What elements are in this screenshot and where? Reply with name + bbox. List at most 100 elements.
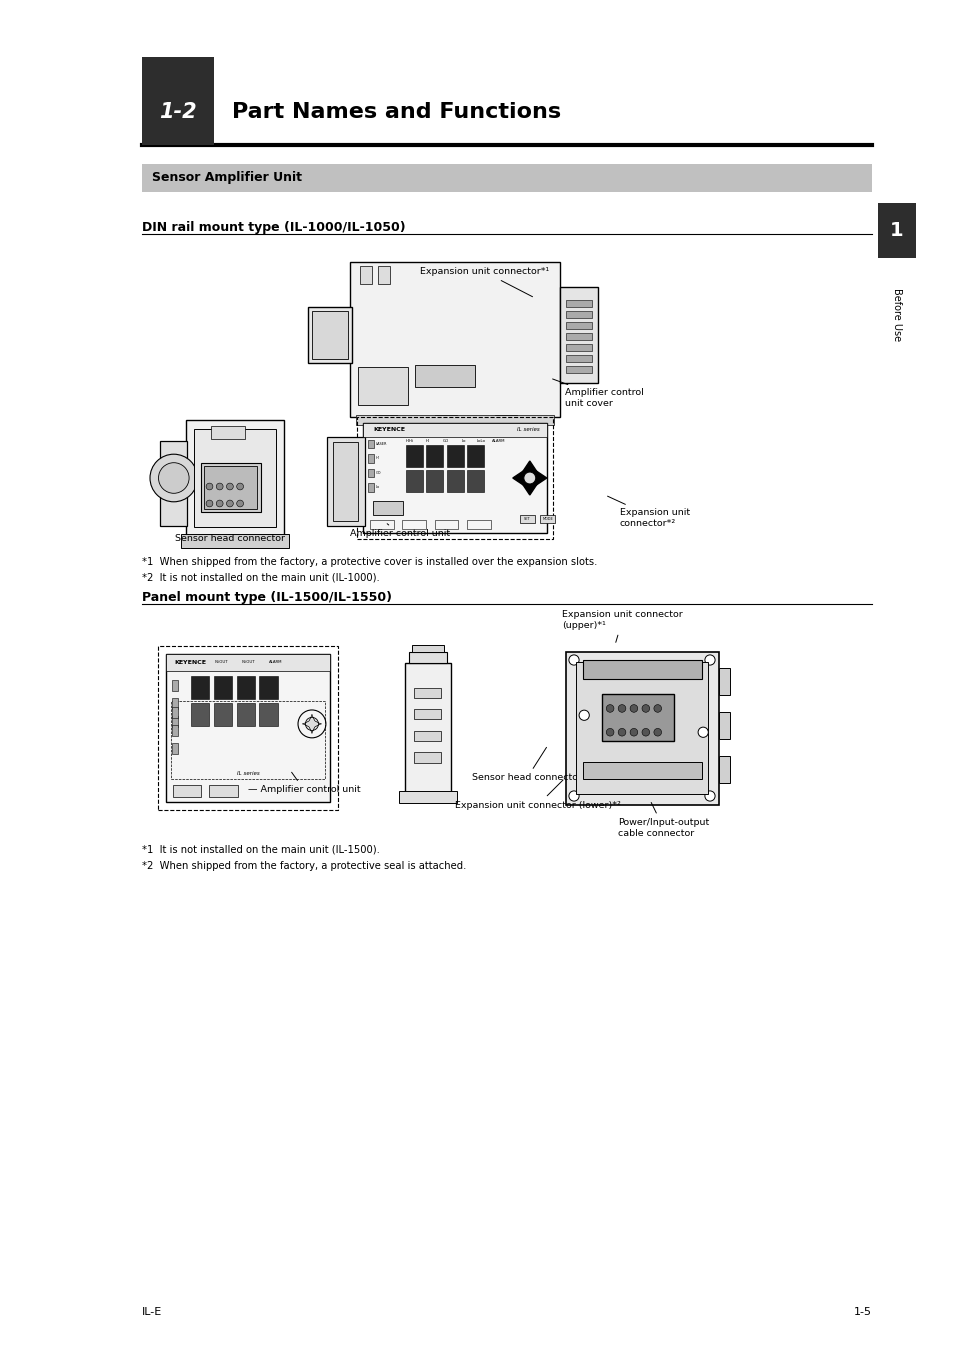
Bar (213, 703, 233, 726)
Bar (415, 364, 475, 387)
Bar (368, 440, 374, 448)
Bar (172, 743, 178, 755)
Text: Amplifier control
unit cover: Amplifier control unit cover (552, 379, 643, 408)
Polygon shape (534, 470, 546, 486)
Circle shape (226, 483, 233, 490)
Circle shape (568, 791, 578, 801)
Bar (466, 470, 483, 493)
Bar (565, 344, 592, 351)
Bar (363, 423, 546, 437)
Bar (412, 645, 443, 652)
Bar (172, 725, 178, 736)
Circle shape (206, 483, 213, 490)
Bar (158, 647, 337, 810)
Bar (718, 711, 730, 738)
Text: KEYENCE: KEYENCE (373, 428, 405, 432)
Bar (357, 367, 408, 405)
Text: Part Names and Functions: Part Names and Functions (232, 101, 560, 122)
Bar (186, 420, 284, 536)
Text: IN/OUT: IN/OUT (214, 660, 229, 664)
Bar (718, 668, 730, 695)
Bar (414, 730, 440, 741)
Bar (333, 443, 357, 521)
Bar (426, 446, 442, 467)
Bar (191, 676, 210, 699)
Circle shape (641, 729, 649, 736)
Bar (368, 483, 374, 491)
Bar (466, 446, 483, 467)
Circle shape (158, 463, 189, 493)
Bar (160, 440, 187, 525)
Text: Amplifier control unit: Amplifier control unit (350, 524, 450, 539)
Bar (368, 454, 374, 463)
Text: HiHi: HiHi (406, 439, 414, 443)
Circle shape (653, 705, 660, 713)
Circle shape (618, 705, 625, 713)
Circle shape (206, 500, 213, 506)
Bar (877, 202, 915, 258)
Text: Expansion unit connector*¹: Expansion unit connector*¹ (419, 267, 549, 297)
Text: Expansion unit connector (lower)*²: Expansion unit connector (lower)*² (455, 780, 620, 810)
Text: 1-5: 1-5 (853, 1307, 871, 1318)
Text: Hi: Hi (375, 456, 379, 460)
Bar (414, 709, 440, 720)
Text: Sensor head connector: Sensor head connector (472, 748, 581, 783)
Bar (204, 466, 256, 509)
Bar (172, 784, 201, 796)
Bar (582, 660, 700, 679)
Circle shape (523, 472, 536, 483)
Bar (435, 414, 456, 433)
Text: IL series: IL series (517, 428, 539, 432)
Text: Before Use: Before Use (891, 289, 901, 342)
Text: 1-2: 1-2 (159, 101, 196, 122)
Text: GO: GO (442, 439, 448, 443)
Text: — Amplifier control unit: — Amplifier control unit (248, 772, 360, 795)
Circle shape (150, 454, 197, 502)
Text: *2  When shipped from the factory, a protective seal is attached.: *2 When shipped from the factory, a prot… (142, 861, 466, 871)
Circle shape (216, 483, 223, 490)
Text: *1  When shipped from the factory, a protective cover is installed over the expa: *1 When shipped from the factory, a prot… (142, 558, 597, 567)
Circle shape (578, 710, 589, 721)
Circle shape (305, 717, 318, 730)
Text: IL series: IL series (236, 771, 259, 776)
Bar (575, 662, 707, 794)
Circle shape (236, 483, 243, 490)
Bar (466, 521, 490, 529)
Text: *1  It is not installed on the main unit (IL-1500).: *1 It is not installed on the main unit … (142, 845, 379, 855)
Circle shape (704, 791, 715, 801)
Bar (559, 288, 598, 383)
Bar (359, 266, 372, 283)
Bar (327, 437, 364, 526)
Text: LoLo: LoLo (476, 439, 485, 443)
Text: DIN rail mount type (IL-1000/IL-1050): DIN rail mount type (IL-1000/IL-1050) (142, 221, 405, 235)
Bar (718, 756, 730, 783)
Bar (194, 429, 275, 528)
Text: ALARM: ALARM (269, 660, 282, 664)
Text: GO: GO (375, 471, 381, 475)
Circle shape (236, 500, 243, 506)
Bar (370, 521, 394, 529)
Text: Expansion unit connector
(upper)*¹: Expansion unit connector (upper)*¹ (561, 610, 682, 643)
Bar (404, 663, 451, 792)
Bar (259, 703, 278, 726)
Text: Panel mount type (IL-1500/IL-1550): Panel mount type (IL-1500/IL-1550) (142, 591, 392, 605)
Bar (166, 655, 330, 802)
Circle shape (606, 705, 614, 713)
Circle shape (216, 500, 223, 506)
Polygon shape (520, 460, 537, 474)
Text: LASER: LASER (375, 441, 387, 446)
Bar (495, 414, 517, 433)
Circle shape (698, 728, 707, 737)
Text: ALARM: ALARM (492, 439, 505, 443)
Bar (172, 679, 178, 691)
Circle shape (568, 655, 578, 666)
Bar (519, 514, 535, 522)
Text: Lo: Lo (460, 439, 465, 443)
Bar (355, 414, 554, 425)
Bar (308, 306, 352, 363)
Text: Expansion unit
connector*²: Expansion unit connector*² (607, 497, 689, 528)
Bar (565, 366, 592, 373)
Bar (356, 417, 552, 539)
Bar (363, 423, 546, 533)
Bar (210, 784, 238, 796)
